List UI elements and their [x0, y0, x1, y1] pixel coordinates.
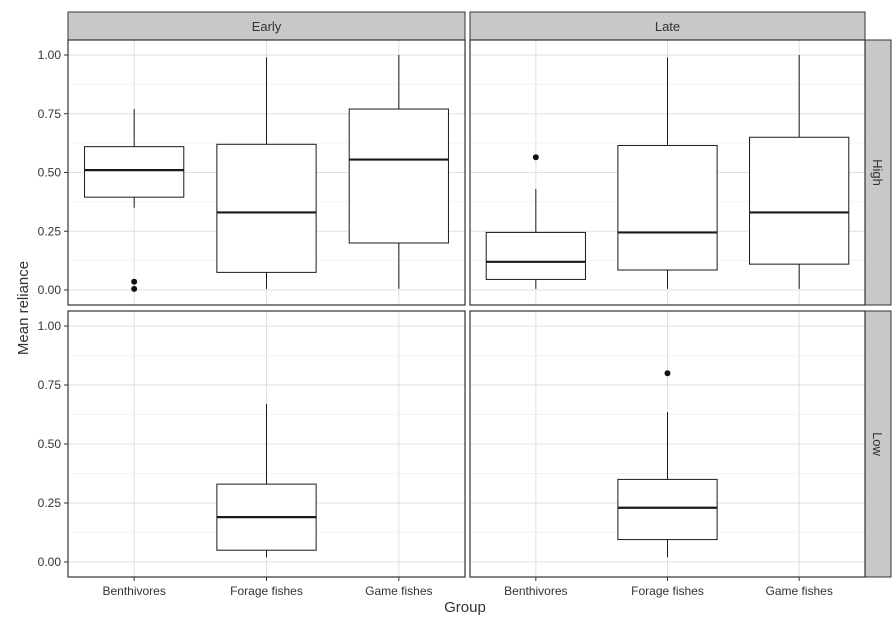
x-tick-label-late: Forage fishes	[631, 584, 704, 598]
y-tick-label-high: 0.75	[38, 107, 62, 121]
strip-label-low: Low	[870, 432, 885, 456]
outlier-point	[131, 278, 138, 285]
box-early-high-forage-fishes	[216, 57, 317, 289]
y-tick-label-low: 0.75	[38, 378, 62, 392]
strip-late	[469, 11, 866, 41]
y-tick-label-high: 0.00	[38, 283, 62, 297]
panels-layer: Early Late High Low 0.00 0.25 0.50 0.75 1.00 0.00…	[38, 11, 892, 598]
box-iqr	[485, 231, 586, 280]
y-tick-label-low: 1.00	[38, 319, 62, 333]
box-iqr	[749, 136, 850, 265]
strip-label-high: High	[870, 159, 885, 186]
strip-early	[67, 11, 466, 41]
box-iqr	[617, 144, 718, 271]
strip-label-early: Early	[252, 19, 282, 34]
box-late-high-benthivores	[485, 154, 586, 289]
box-iqr	[216, 143, 317, 273]
strip-label-late: Late	[655, 19, 680, 34]
outlier-point	[532, 154, 539, 161]
y-tick-label-high: 0.50	[38, 166, 62, 180]
strip-high	[864, 39, 892, 306]
strip-low	[864, 310, 892, 578]
outlier-point	[664, 370, 671, 377]
box-late-high-forage-fishes	[617, 57, 718, 289]
y-axis-title: Mean reliance	[15, 261, 32, 355]
y-tick-label-high: 0.25	[38, 224, 62, 238]
box-early-low-forage-fishes	[216, 403, 317, 558]
y-tick-label-low: 0.25	[38, 496, 62, 510]
x-tick-label-early: Game fishes	[365, 584, 432, 598]
x-tick-label-late: Benthivores	[504, 584, 567, 598]
box-early-high-game-fishes	[348, 55, 449, 289]
y-tick-label-low: 0.00	[38, 555, 62, 569]
y-tick-label-low: 0.50	[38, 437, 62, 451]
x-tick-label-early: Benthivores	[102, 584, 165, 598]
outlier-point	[131, 285, 138, 292]
box-early-high-benthivores	[84, 109, 185, 292]
box-iqr	[84, 146, 185, 198]
box-late-high-game-fishes	[749, 55, 850, 289]
panel-border-late-high	[469, 39, 866, 306]
x-tick-label-late: Game fishes	[765, 584, 832, 598]
box-iqr	[348, 108, 449, 244]
y-tick-label-high: 1.00	[38, 48, 62, 62]
x-axis-title: Group	[444, 599, 486, 616]
x-tick-label-early: Forage fishes	[230, 584, 303, 598]
box-iqr	[617, 478, 718, 541]
box-late-low-forage-fishes	[617, 370, 718, 558]
